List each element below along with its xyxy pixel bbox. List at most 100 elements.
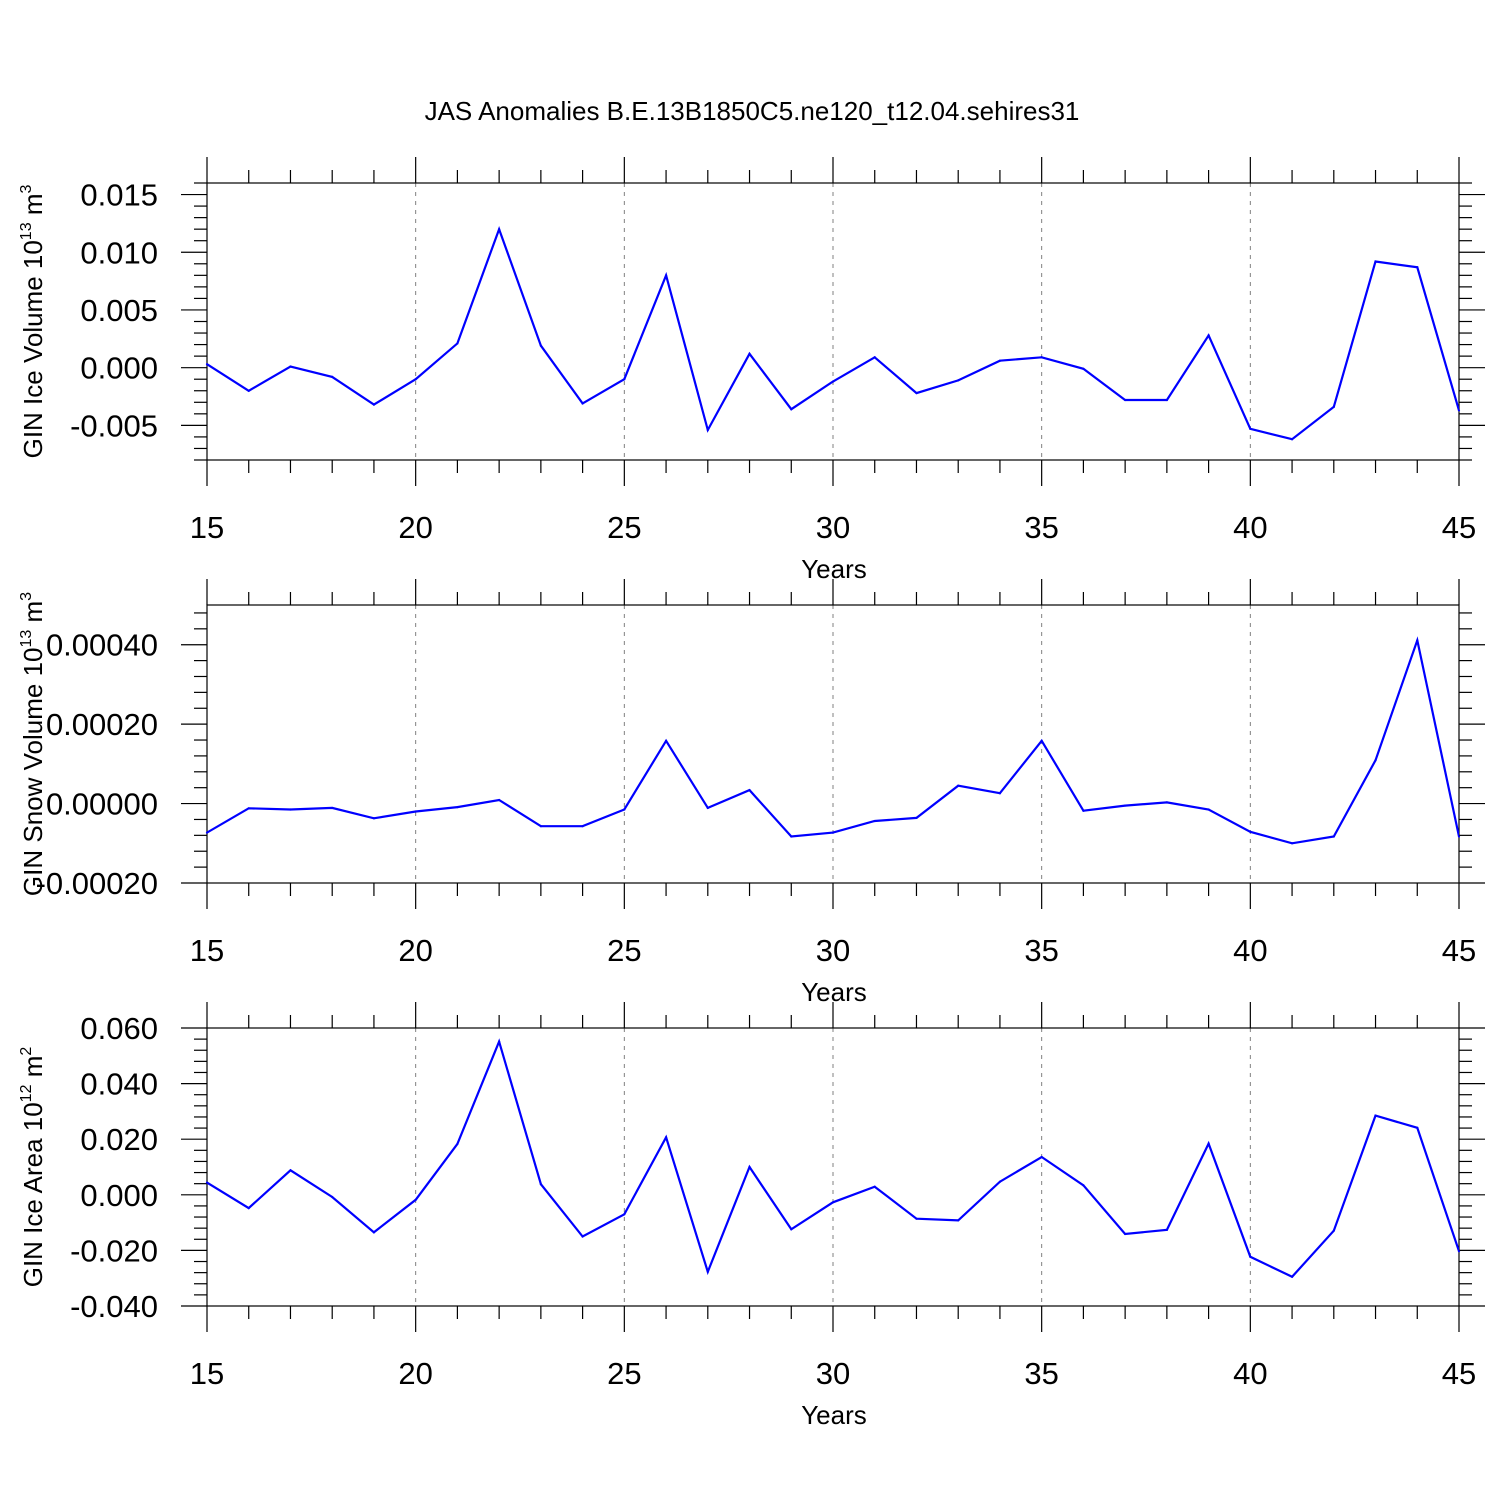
y-tick-label: 0.020 (80, 1122, 158, 1157)
y-tick-label: -0.00020 (36, 866, 158, 901)
data-point (748, 1165, 751, 1169)
x-tick-label: 20 (398, 933, 432, 968)
data-point (1332, 835, 1335, 838)
x-tick-label: 15 (190, 510, 224, 545)
x-tick-label: 45 (1442, 510, 1476, 545)
data-point (873, 819, 876, 823)
y-axis-label-exp: 13 (18, 222, 35, 240)
data-point (706, 806, 709, 810)
y-axis-label: GIN Ice Area 1012 m2 (18, 1047, 48, 1288)
data-point (1207, 808, 1210, 811)
data-point (456, 806, 459, 809)
data-point (1374, 260, 1377, 263)
x-tick-label: 40 (1233, 510, 1267, 545)
data-point (498, 228, 501, 231)
y-axis-label-prefix: GIN Ice Volume 10 (18, 240, 48, 458)
data-point (790, 408, 793, 411)
data-point (1124, 1232, 1127, 1236)
x-tick-label: 30 (816, 1356, 850, 1391)
x-tick-label: 30 (816, 933, 850, 968)
data-point (873, 1185, 876, 1188)
data-point (581, 402, 584, 405)
data-point (581, 825, 584, 828)
data-point (1040, 356, 1043, 359)
data-point (1332, 405, 1335, 409)
x-axis-label: Years (801, 977, 867, 1007)
y-tick-label: 0.060 (80, 1011, 158, 1046)
data-point (623, 1213, 626, 1216)
y-tick-label: 0.015 (80, 178, 158, 213)
y-axis-label: GIN Snow Volume 1013 m3 (18, 592, 48, 896)
data-point (1124, 804, 1127, 807)
data-point (539, 825, 542, 828)
data-point (998, 1180, 1002, 1183)
x-axis-label: Years (801, 554, 867, 584)
data-point (205, 363, 209, 366)
data-point (247, 807, 250, 810)
data-point (414, 378, 417, 381)
x-tick-label: 45 (1442, 933, 1476, 968)
y-axis-label-exp: 12 (18, 1084, 35, 1102)
data-point (664, 274, 668, 277)
data-point (706, 428, 709, 432)
data-point (1374, 1114, 1377, 1117)
data-point (664, 1136, 668, 1139)
data-point (831, 1201, 835, 1204)
data-point (1124, 398, 1127, 402)
data-point (331, 375, 334, 378)
x-tick-label: 20 (398, 1356, 432, 1391)
data-point (957, 1219, 960, 1222)
data-point (1082, 1184, 1085, 1187)
panel-2: 0.00040 0.00020 0.00000 -0.00020 15 20 25 30 35 4… (18, 579, 1485, 1007)
y-axis-label-unit: m (18, 1056, 48, 1085)
data-point (998, 359, 1002, 362)
data-point (1416, 266, 1419, 269)
data-point (498, 1040, 501, 1043)
data-point (831, 380, 835, 383)
data-point (748, 788, 751, 792)
data-point (623, 378, 626, 381)
y-axis-label-prefix: GIN Ice Area 10 (18, 1102, 48, 1287)
data-point (831, 831, 835, 834)
data-point (372, 403, 376, 406)
y-tick-label: 0.000 (80, 351, 158, 386)
x-tick-label: 15 (190, 933, 224, 968)
y-axis-label-unit-exp: 3 (18, 184, 35, 193)
data-point (331, 806, 334, 810)
y-axis-label-unit: m (18, 193, 48, 222)
data-point (790, 835, 793, 838)
data-point (372, 817, 376, 820)
panel-3: 0.060 0.040 0.020 0.000 -0.020 -0.040 15 20 25 30… (18, 1002, 1485, 1430)
y-axis-label-prefix: GIN Snow Volume 10 (18, 648, 48, 897)
data-point (664, 739, 668, 742)
data-point (331, 1195, 334, 1199)
data-point (1165, 398, 1168, 402)
data-point (1040, 739, 1043, 742)
data-point (1290, 438, 1294, 441)
y-tick-label: 0.00020 (46, 707, 158, 742)
data-point (1290, 1275, 1294, 1278)
x-tick-label: 15 (190, 1356, 224, 1391)
data-point (539, 1183, 542, 1186)
data-point (873, 356, 876, 359)
data-point (957, 784, 960, 787)
data-point (205, 1181, 209, 1184)
y-tick-label: 0.005 (80, 293, 158, 328)
x-tick-label: 40 (1233, 933, 1267, 968)
y-tick-label: -0.005 (70, 408, 158, 443)
data-point (1332, 1229, 1335, 1232)
data-point (1165, 1228, 1168, 1231)
data-point (247, 389, 250, 392)
data-point (1249, 830, 1252, 833)
panels: 0.015 0.010 0.005 0.000 -0.005 15 20 25 30 35 40 45… (18, 157, 1485, 1430)
data-point (456, 1142, 459, 1146)
data-point (372, 1231, 376, 1234)
x-tick-label: 20 (398, 510, 432, 545)
data-point (289, 1169, 292, 1172)
data-point (790, 1228, 793, 1231)
data-point (289, 808, 292, 811)
y-axis-label-unit-exp: 3 (18, 592, 35, 601)
y-axis-label: GIN Ice Volume 1013 m3 (18, 184, 48, 458)
